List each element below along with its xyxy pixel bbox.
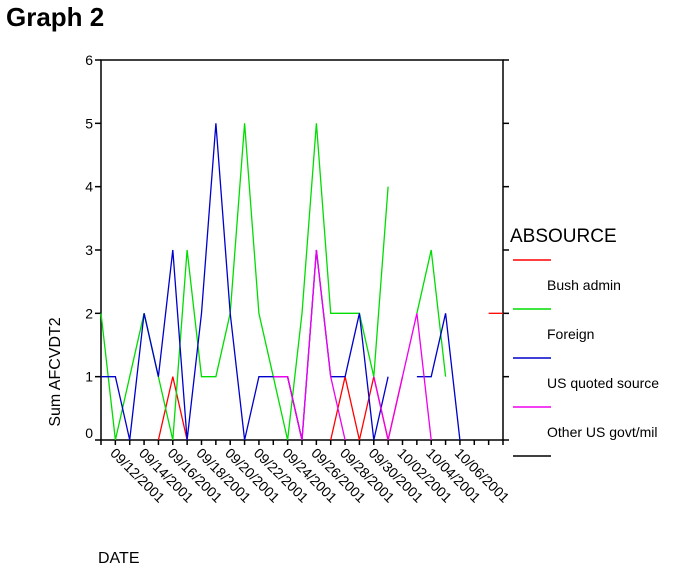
series-layer — [100, 123, 503, 441]
y-tick-label: 4 — [85, 179, 93, 195]
x-axis: 09/12/200109/14/200109/16/200109/18/2001… — [100, 440, 513, 506]
y-axis-label: Sum AFCVDT2 — [47, 317, 64, 426]
y-tick-label: 0 — [85, 425, 93, 441]
series-4 — [273, 249, 432, 441]
series-line — [330, 376, 404, 441]
y-tick-label: 5 — [85, 115, 93, 131]
series-line — [157, 376, 188, 441]
legend-label: US quoted source — [547, 375, 659, 391]
series-line — [101, 123, 389, 441]
y-tick-label: 1 — [85, 369, 93, 385]
series-line — [416, 313, 461, 441]
series-3 — [101, 123, 461, 441]
legend-label: Foreign — [547, 326, 594, 342]
y-tick-label: 3 — [85, 242, 93, 258]
plot-frame — [100, 59, 504, 441]
page-title: Graph 2 — [6, 2, 105, 32]
series-line — [416, 249, 447, 377]
series-2 — [100, 123, 447, 441]
legend-title: ABSOURCE — [510, 226, 617, 247]
legend-label: Other US govt/mil — [547, 424, 657, 440]
y-axis: 0 1 2 3 4 5 6 — [85, 52, 509, 441]
series-line — [100, 123, 389, 441]
legend-label: Bush admin — [547, 277, 621, 293]
y-tick-label: 2 — [85, 305, 93, 321]
series-line — [373, 313, 432, 441]
series-line — [273, 249, 346, 441]
x-axis-label: DATE — [98, 550, 139, 567]
y-tick-label: 6 — [85, 52, 93, 68]
legend: Bush admin Foreign US quoted source Other U… — [513, 259, 659, 457]
